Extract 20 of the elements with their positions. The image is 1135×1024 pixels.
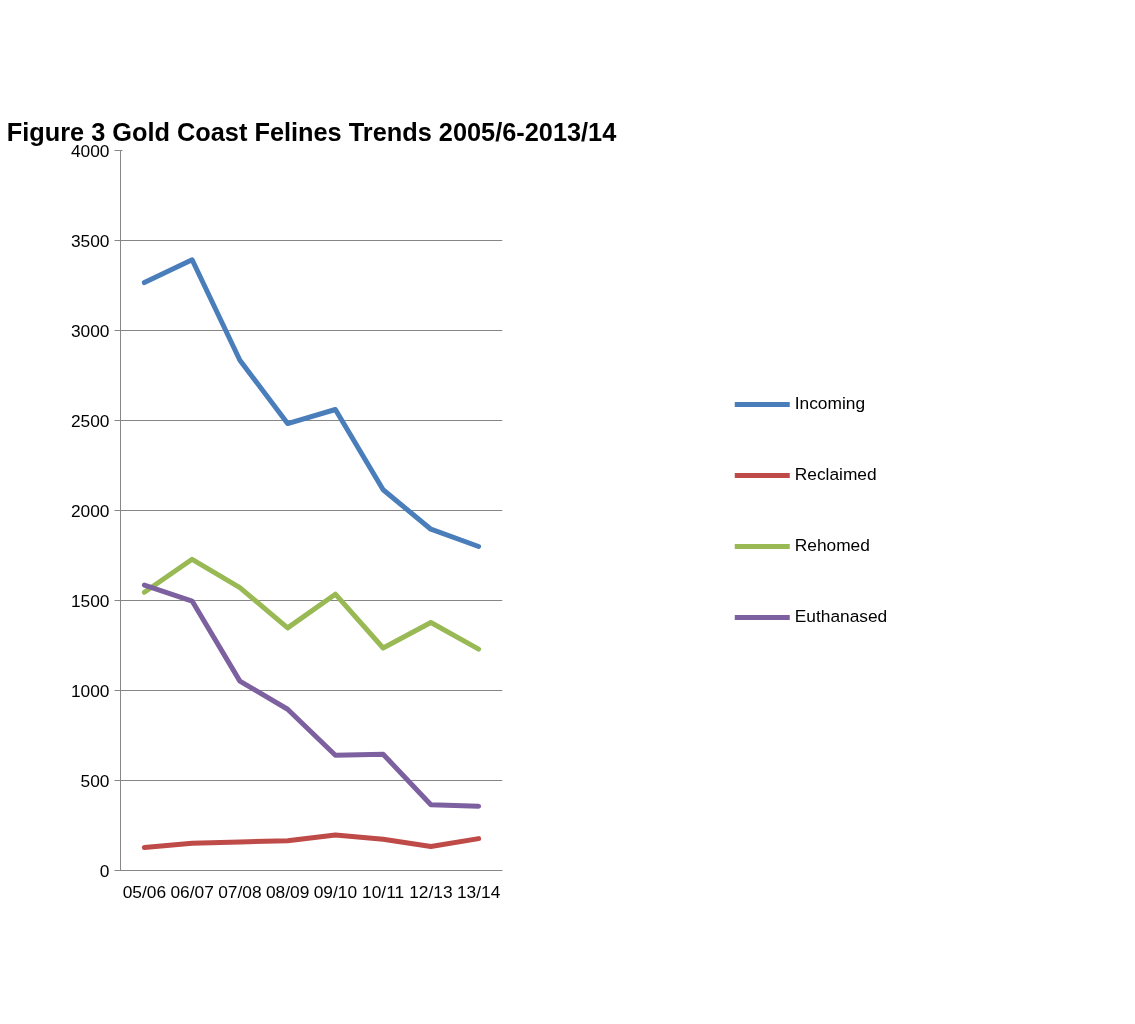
legend-label: Incoming bbox=[794, 393, 866, 414]
legend-label: Reclaimed bbox=[794, 464, 877, 485]
x-tick-label: 07/08 bbox=[218, 881, 262, 902]
y-tick-label: 1000 bbox=[70, 680, 110, 701]
legend-label: Euthanased bbox=[794, 606, 888, 627]
y-tick-label: 0 bbox=[99, 860, 110, 881]
y-tick-label: 500 bbox=[80, 770, 110, 791]
y-tick-label: 3000 bbox=[70, 320, 110, 341]
legend-label: Rehomed bbox=[794, 535, 870, 556]
y-tick-label: 3500 bbox=[70, 230, 110, 251]
x-tick-label: 09/10 bbox=[313, 881, 358, 902]
y-tick-label: 1500 bbox=[70, 590, 110, 611]
x-tick-label: 05/06 bbox=[122, 881, 167, 902]
x-tick-label: 10/11 bbox=[362, 881, 405, 902]
x-tick-label: 12/13 bbox=[409, 881, 453, 902]
x-tick-label: 08/09 bbox=[265, 881, 310, 902]
y-tick-label: 2500 bbox=[70, 410, 110, 431]
x-tick-label: 13/14 bbox=[456, 881, 501, 902]
x-tick-label: 06/07 bbox=[170, 881, 214, 902]
y-tick-label: 2000 bbox=[70, 500, 110, 521]
